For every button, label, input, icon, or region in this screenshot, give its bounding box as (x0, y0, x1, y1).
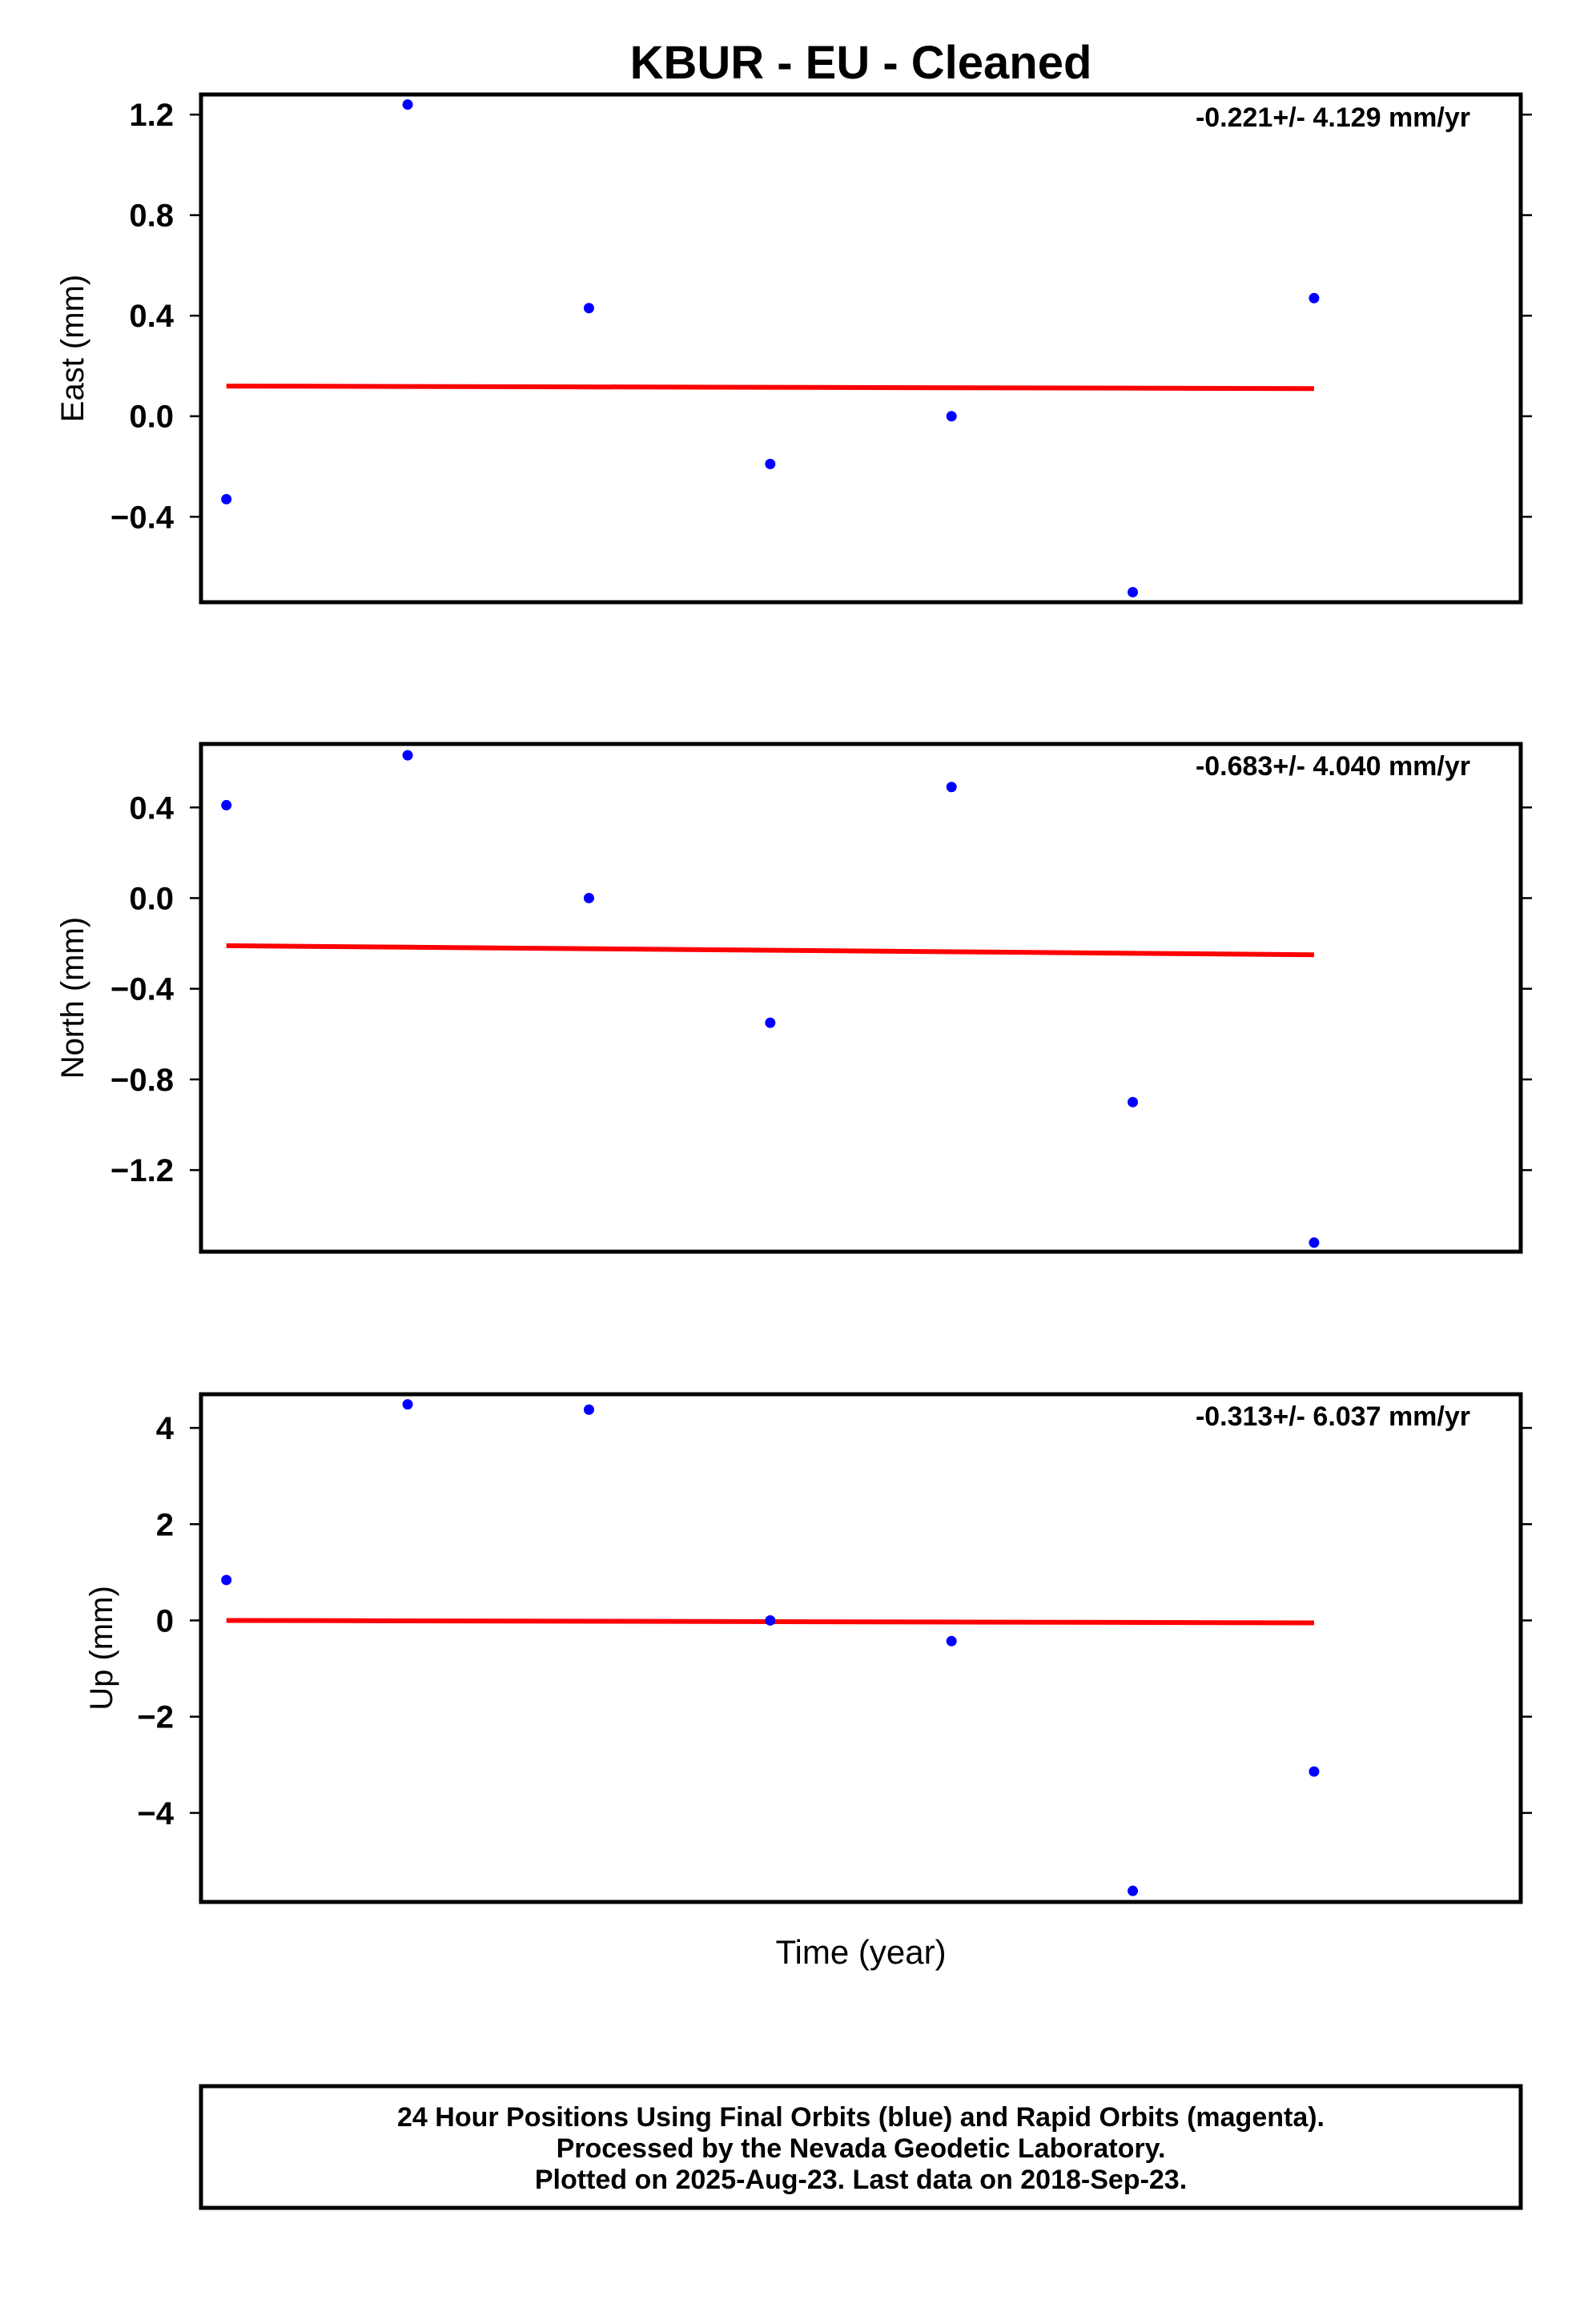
north-data-point (765, 1017, 776, 1028)
up-ytick-label: −2 (137, 1700, 174, 1735)
footer-line-3: Plotted on 2025-Aug-23. Last data on 201… (535, 2165, 1187, 2195)
north-trend-line (226, 943, 1314, 958)
north-ytick-label: 0.4 (129, 790, 174, 826)
up-ytick-label: 4 (156, 1411, 175, 1446)
up-rate-label: -0.313+/- 6.037 mm/yr (1196, 1401, 1470, 1432)
east-data-point (765, 458, 776, 469)
north-ytick-label: −1.2 (111, 1153, 174, 1188)
east-data-point (402, 99, 413, 111)
up-y-axis-label: Up (mm) (84, 1586, 119, 1711)
x-axis-label: Time (year) (775, 1933, 946, 1971)
north-ytick-label: 0.0 (129, 881, 174, 916)
north-data-point (583, 892, 594, 903)
up-data-point (1128, 1885, 1139, 1896)
up-panel: Up (mm) -0.313+/- 6.037 mm/yr 4 2 0 −2 −4 (84, 1392, 1532, 1904)
east-y-axis-label: East (mm) (55, 275, 90, 422)
east-data-point (1128, 586, 1139, 597)
chart-title: KBUR - EU - Cleaned (630, 37, 1092, 89)
up-data-point (583, 1404, 594, 1415)
north-plot-frame (199, 742, 1523, 1254)
north-data-point (221, 799, 232, 810)
up-plot-frame (199, 1392, 1523, 1904)
up-ytick-label: 2 (156, 1507, 174, 1542)
east-data-point (221, 493, 232, 505)
east-rate-label: -0.221+/- 4.129 mm/yr (1196, 103, 1470, 133)
north-data-point (946, 782, 957, 793)
up-data-point (402, 1399, 413, 1410)
footer-box: 24 Hour Positions Using Final Orbits (bl… (199, 2084, 1523, 2210)
footer-line-2: Processed by the Nevada Geodetic Laborat… (557, 2133, 1166, 2164)
north-ytick-label: −0.8 (111, 1063, 174, 1098)
east-data-point (946, 411, 957, 422)
footer-line-1: 24 Hour Positions Using Final Orbits (bl… (397, 2102, 1325, 2133)
east-ytick-label: 0.4 (129, 299, 174, 334)
up-ytick-label: 0 (156, 1603, 174, 1638)
north-data-point (1309, 1237, 1320, 1248)
up-data-point (946, 1635, 957, 1647)
up-data-point (1309, 1766, 1320, 1777)
east-ytick-label: −0.4 (111, 500, 175, 535)
east-plot-frame (199, 92, 1523, 605)
north-data-point (402, 750, 413, 761)
north-rate-label: -0.683+/- 4.040 mm/yr (1196, 751, 1470, 782)
north-panel: North (mm) -0.683+/- 4.040 mm/yr 0.4 0.0 −… (55, 742, 1532, 1254)
north-data-point (1128, 1096, 1139, 1108)
up-ytick-label: −4 (137, 1796, 174, 1831)
east-data-point (583, 303, 594, 314)
east-data-point (1309, 292, 1320, 304)
east-ytick-label: 0.8 (129, 199, 174, 234)
east-ytick-label: 1.2 (129, 98, 174, 133)
up-data-point (765, 1614, 776, 1626)
north-ytick-label: −0.4 (111, 972, 175, 1007)
north-y-axis-label: North (mm) (55, 917, 90, 1079)
east-trend-line (226, 384, 1314, 392)
footer-frame (199, 2084, 1523, 2210)
east-panel: East (mm) -0.221+/- 4.129 mm/yr 1.2 0.8 0.… (55, 92, 1532, 605)
up-data-point (221, 1574, 232, 1586)
east-ytick-label: 0.0 (129, 400, 174, 435)
